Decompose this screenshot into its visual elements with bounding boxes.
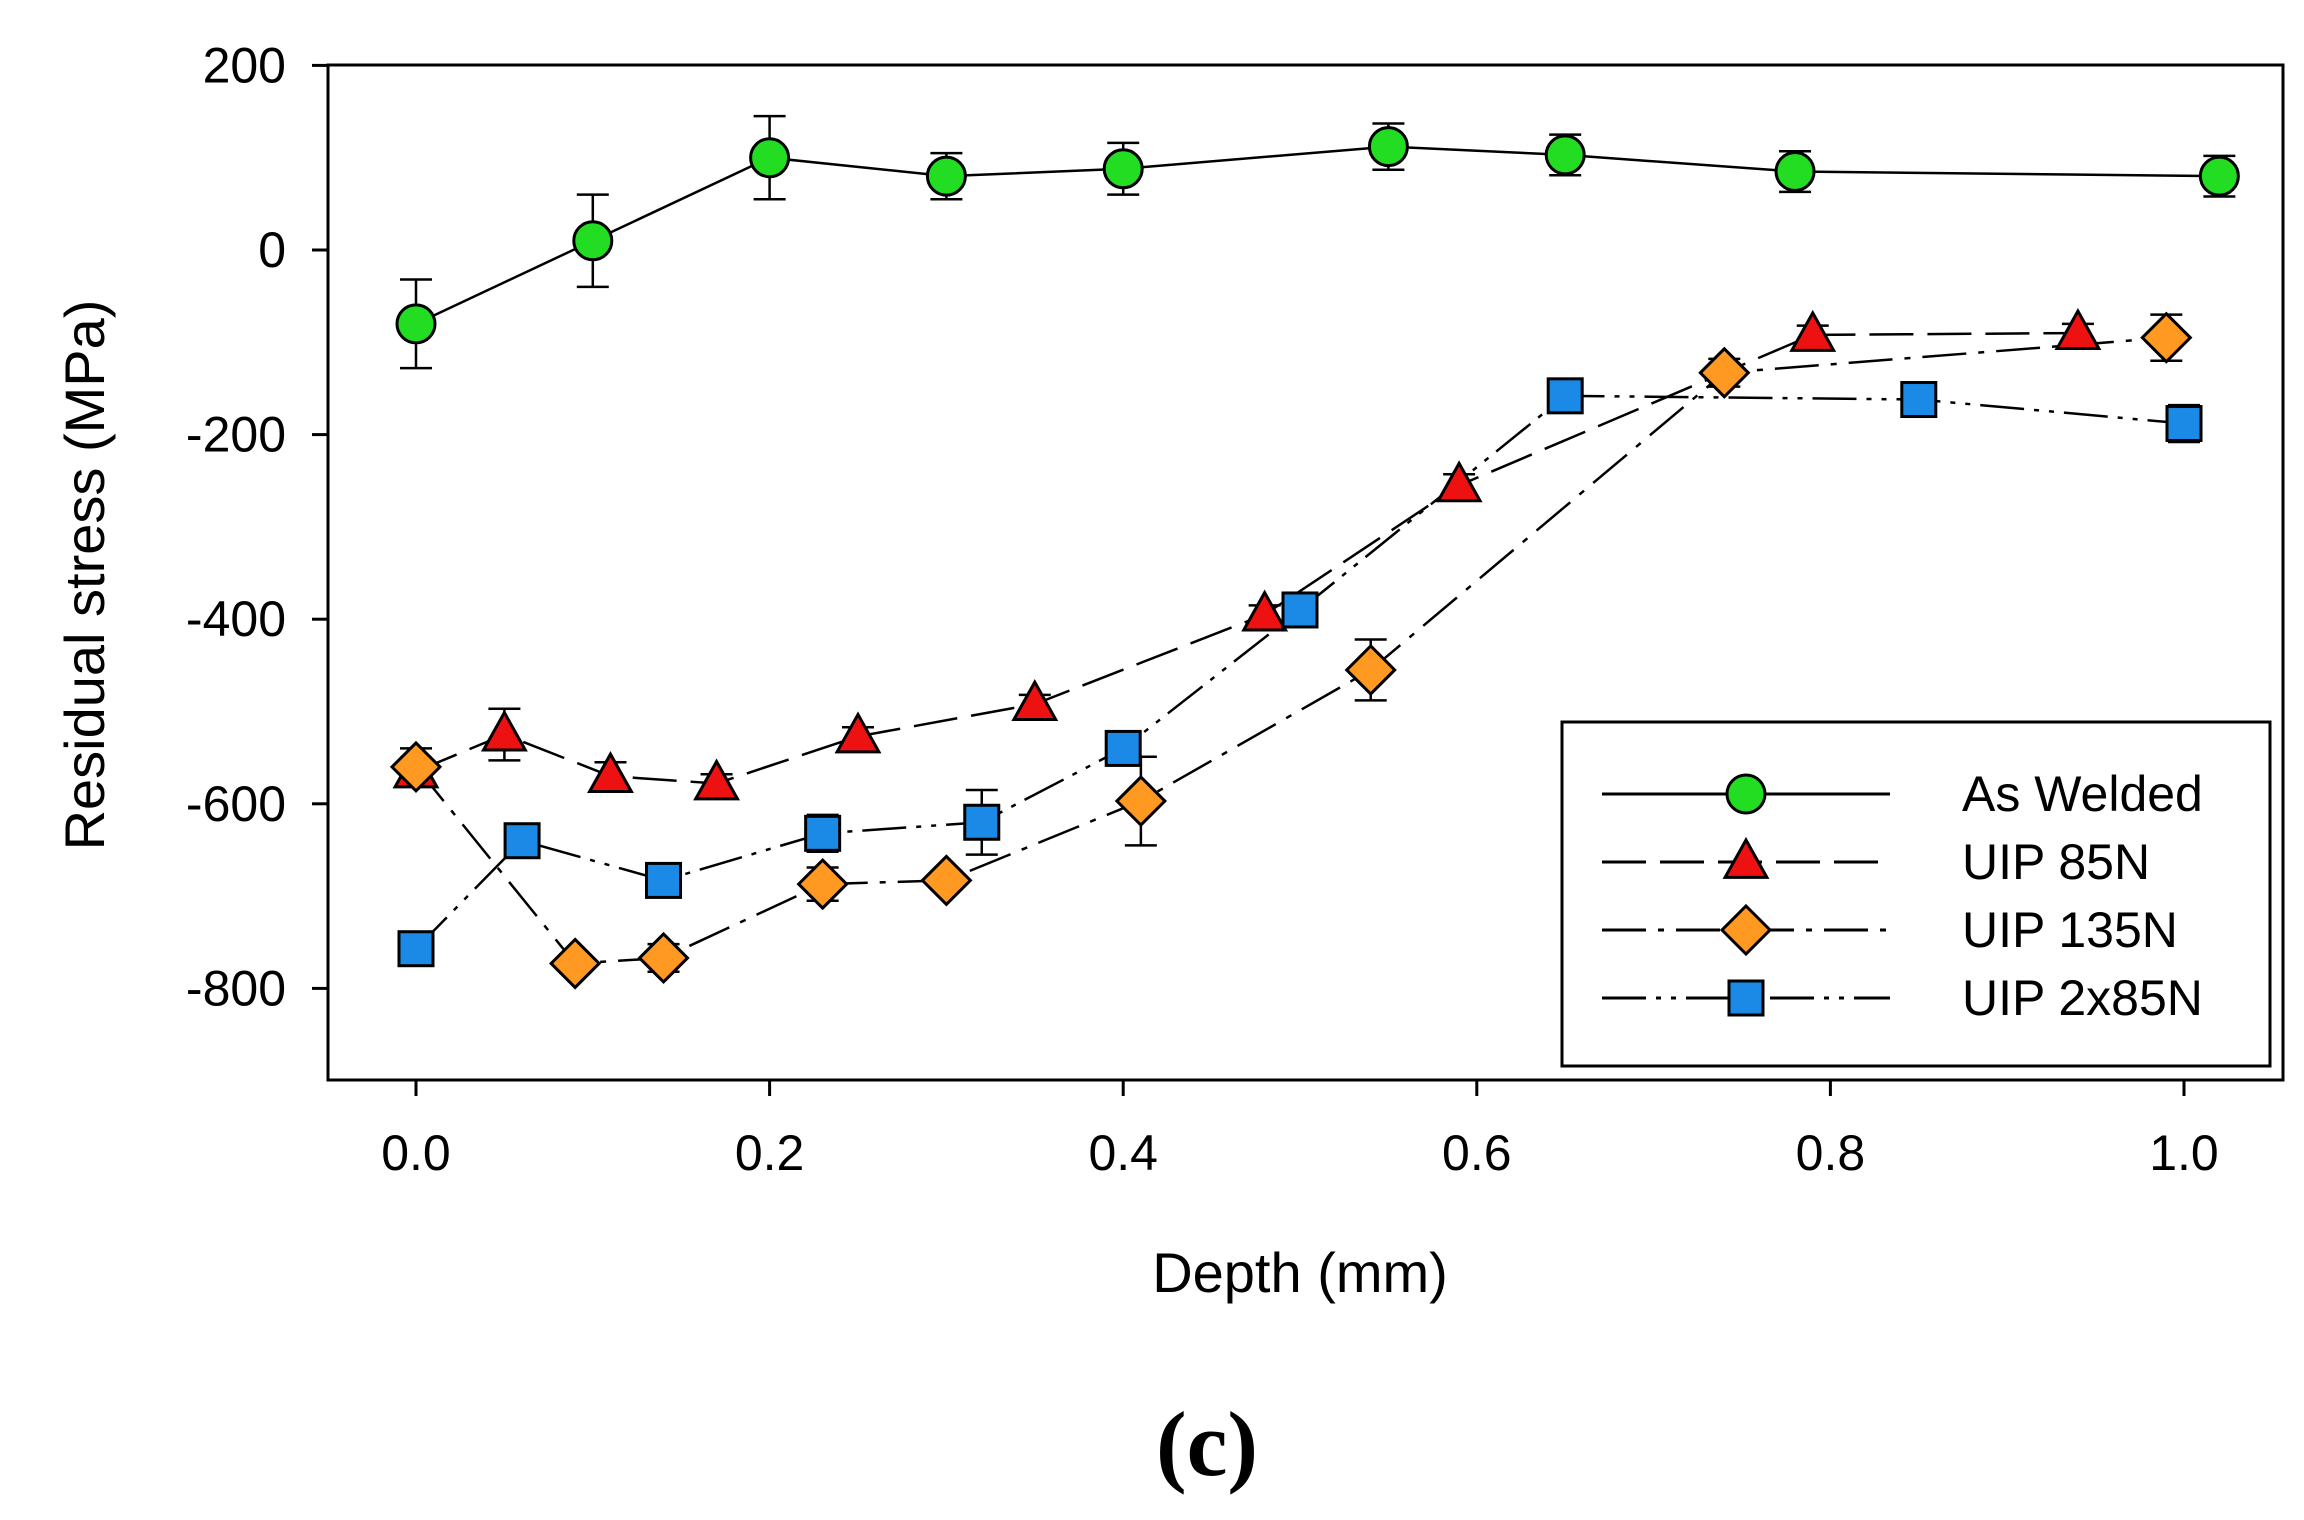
data-point-uip-85n (1241, 589, 1289, 632)
data-point-as-welded (925, 155, 967, 197)
y-axis-title: Residual stress (MPa) (53, 300, 116, 851)
data-point-uip-85n (2054, 307, 2102, 350)
legend-marker-uip-2x85n (1727, 979, 1765, 1017)
data-point-uip-135n (2140, 311, 2193, 364)
data-point-uip-85n (693, 758, 741, 801)
series-line-uip-2x85n (415, 394, 2185, 950)
x-tick-label: 0.6 (1442, 1125, 1512, 1181)
y-tick-label: -400 (186, 591, 286, 647)
data-point-uip-135n (920, 854, 973, 907)
legend-label-uip-135n: UIP 135N (1962, 902, 2178, 958)
data-point-uip-2x85n (2165, 405, 2203, 443)
legend-marker-uip-85n (1722, 836, 1770, 879)
data-point-uip-85n (480, 709, 528, 752)
series-line-uip-135n (415, 336, 2167, 965)
data-point-uip-135n (796, 857, 849, 911)
data-point-as-welded (749, 137, 791, 179)
data-point-as-welded (1774, 151, 1816, 193)
y-tick-label: -200 (186, 407, 286, 463)
y-tick-label: 200 (203, 37, 286, 93)
data-point-uip-135n (389, 740, 443, 794)
data-point-uip-2x85n (1546, 377, 1584, 415)
data-point-as-welded (1367, 126, 1409, 168)
x-axis-title: Depth (mm) (1152, 1241, 1448, 1304)
x-tick-label: 0.8 (1796, 1125, 1866, 1181)
legend-label-uip-2x85n: UIP 2x85N (1962, 970, 2203, 1026)
data-point-as-welded (1544, 134, 1586, 176)
data-point-uip-85n (1011, 679, 1059, 722)
data-point-uip-85n (587, 751, 634, 794)
data-point-uip-2x85n (1900, 381, 1938, 419)
legend-label-uip-85n: UIP 85N (1962, 834, 2150, 890)
data-point-uip-135n (1698, 346, 1751, 399)
x-tick-label: 0.4 (1088, 1125, 1158, 1181)
data-point-uip-2x85n (963, 803, 1001, 841)
plot-frame (326, 63, 2285, 1082)
legend-label-as-welded: As Welded (1962, 766, 2203, 822)
data-point-uip-2x85n (645, 861, 683, 899)
legend-marker-uip-135n (1719, 903, 1773, 957)
data-point-uip-135n (548, 937, 602, 990)
x-tick-label: 0.2 (735, 1125, 805, 1181)
legend-marker-as-welded (1725, 773, 1767, 815)
data-point-uip-85n (1435, 460, 1483, 503)
y-tick-label: -600 (186, 776, 286, 832)
data-point-uip-135n (1114, 774, 1168, 828)
series-line-as-welded (415, 145, 2220, 325)
data-point-as-welded (395, 303, 437, 345)
data-point-uip-135n (1344, 643, 1397, 697)
series-line-uip-85n (415, 331, 2078, 785)
y-tick-label: 0 (258, 222, 286, 278)
y-tick-label: -800 (186, 960, 286, 1016)
data-point-uip-2x85n (503, 822, 541, 860)
data-point-as-welded (1102, 148, 1144, 190)
data-point-uip-85n (834, 711, 882, 754)
data-point-uip-2x85n (397, 930, 435, 968)
data-point-uip-2x85n (1281, 591, 1319, 629)
data-point-uip-2x85n (804, 814, 842, 852)
figure-caption: (c) (1156, 1393, 1258, 1495)
data-point-as-welded (572, 220, 614, 262)
data-point-uip-2x85n (1104, 729, 1142, 767)
data-point-uip-85n (1789, 309, 1837, 352)
data-point-uip-135n (637, 931, 690, 985)
data-point-as-welded (2198, 155, 2240, 197)
x-tick-label: 1.0 (2149, 1125, 2219, 1181)
legend-box (1560, 720, 2272, 1068)
x-tick-label: 0.0 (381, 1125, 451, 1181)
